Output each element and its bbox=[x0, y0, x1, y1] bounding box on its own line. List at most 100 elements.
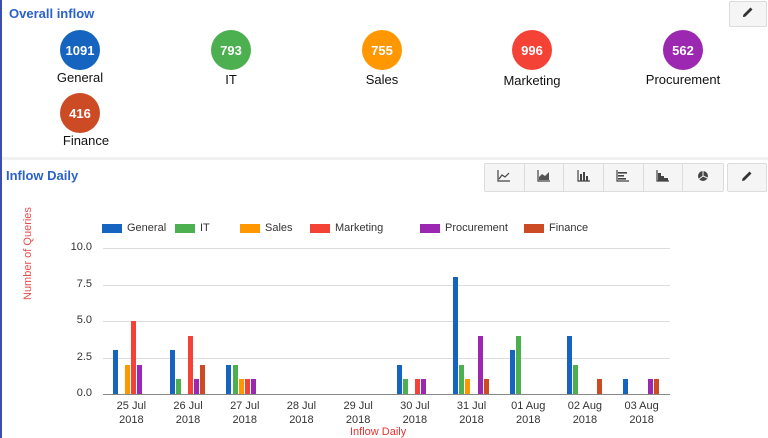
section-divider bbox=[2, 157, 768, 160]
x-axis-label: Inflow Daily bbox=[350, 426, 407, 438]
stepped-area-chart-icon bbox=[656, 169, 670, 187]
stepped-area-chart-button[interactable] bbox=[644, 164, 684, 191]
bar-finance[interactable] bbox=[200, 364, 206, 394]
y-tick-label: 5.0 bbox=[76, 314, 92, 326]
legend-label: Marketing bbox=[335, 222, 384, 234]
badge-marketing-count: 996 bbox=[512, 30, 552, 70]
badge-procurement-label: Procurement bbox=[645, 72, 721, 87]
bar-marketing[interactable] bbox=[131, 321, 137, 394]
bar-it[interactable] bbox=[175, 379, 181, 394]
x-tick-label: 31 Jul 2018 bbox=[456, 400, 487, 426]
y-tick-label: 2.5 bbox=[76, 350, 92, 363]
legend-item-marketing[interactable]: Marketing bbox=[310, 222, 383, 234]
pie-chart-button[interactable] bbox=[683, 164, 723, 191]
bar-procurement[interactable] bbox=[137, 364, 143, 394]
y-axis-label: Number of Queries bbox=[22, 207, 34, 300]
legend-item-general[interactable]: General bbox=[102, 222, 166, 234]
x-axis-line bbox=[103, 394, 670, 395]
bar-finance[interactable] bbox=[597, 379, 603, 394]
x-tick-label: 03 Aug 2018 bbox=[624, 400, 659, 426]
bar-finance[interactable] bbox=[653, 379, 659, 394]
pencil-icon bbox=[741, 169, 753, 187]
badge-sales-label: Sales bbox=[365, 72, 399, 87]
bar-general[interactable] bbox=[169, 350, 175, 394]
legend-swatch bbox=[175, 223, 195, 233]
bar-general[interactable] bbox=[566, 335, 572, 394]
chart-type-toolbar bbox=[484, 163, 725, 192]
bar-general[interactable] bbox=[509, 350, 515, 394]
legend-label: IT bbox=[200, 222, 210, 234]
gridline bbox=[103, 357, 670, 359]
column-chart-button[interactable] bbox=[564, 164, 605, 191]
line-chart-icon bbox=[497, 169, 511, 187]
inflow-daily-title: Inflow Daily bbox=[6, 168, 79, 183]
bar-it[interactable] bbox=[402, 379, 408, 394]
legend-label: Procurement bbox=[445, 222, 508, 234]
badge-general-count: 1091 bbox=[60, 30, 100, 70]
bar-procurement[interactable] bbox=[420, 379, 426, 394]
overall-inflow-title: Overall inflow bbox=[9, 6, 95, 21]
x-tick-label: 27 Jul 2018 bbox=[230, 400, 260, 426]
x-tick-label: 02 Aug 2018 bbox=[567, 400, 603, 426]
legend-swatch bbox=[240, 223, 260, 233]
bar-procurement[interactable] bbox=[250, 379, 256, 394]
bar-it[interactable] bbox=[572, 364, 578, 394]
bar-general[interactable] bbox=[453, 277, 459, 394]
area-chart-icon bbox=[537, 169, 551, 187]
badge-general-label: General bbox=[56, 70, 104, 85]
bar-chart-icon bbox=[616, 169, 630, 187]
legend-swatch bbox=[420, 223, 440, 233]
badge-procurement-count: 562 bbox=[663, 30, 703, 70]
legend-item-finance[interactable]: Finance bbox=[524, 222, 588, 234]
legend-swatch bbox=[102, 223, 122, 233]
x-tick-label: 25 Jul 2018 bbox=[116, 400, 147, 426]
legend-item-procurement[interactable]: Procurement bbox=[420, 222, 508, 234]
bar-it[interactable] bbox=[232, 364, 238, 394]
legend-item-sales[interactable]: Sales bbox=[240, 222, 293, 234]
badge-marketing-label: Marketing bbox=[503, 73, 561, 88]
legend-swatch bbox=[524, 223, 544, 233]
badge-finance-count: 416 bbox=[60, 93, 100, 133]
legend-label: Finance bbox=[549, 222, 589, 234]
legend-item-it[interactable]: IT bbox=[175, 222, 210, 234]
gridline bbox=[103, 248, 670, 249]
pie-chart-icon bbox=[697, 169, 709, 187]
bar-marketing[interactable] bbox=[414, 379, 420, 394]
badge-sales-count: 755 bbox=[362, 30, 402, 70]
legend-label: General bbox=[127, 222, 167, 234]
bar-general[interactable] bbox=[396, 364, 402, 394]
badge-finance-label: Finance bbox=[62, 133, 110, 148]
bar-it[interactable] bbox=[459, 364, 465, 394]
bar-procurement[interactable] bbox=[194, 379, 200, 394]
gridline bbox=[103, 321, 670, 322]
bar-chart-button[interactable] bbox=[604, 164, 644, 191]
bar-finance[interactable] bbox=[483, 379, 489, 394]
badge-it-label: IT bbox=[225, 72, 237, 87]
bar-sales[interactable] bbox=[238, 379, 244, 394]
x-tick-label: 29 Jul 2018 bbox=[343, 400, 373, 426]
bar-marketing[interactable] bbox=[244, 379, 250, 394]
legend-swatch bbox=[310, 223, 330, 233]
bar-general[interactable] bbox=[623, 379, 629, 394]
bar-marketing[interactable] bbox=[188, 335, 194, 394]
bar-general[interactable] bbox=[113, 350, 119, 394]
y-tick-label: 7.5 bbox=[76, 277, 92, 290]
bar-sales[interactable] bbox=[125, 364, 131, 394]
area-chart-button[interactable] bbox=[525, 164, 565, 191]
bar-procurement[interactable] bbox=[477, 335, 483, 394]
bar-sales[interactable] bbox=[465, 379, 471, 394]
bar-procurement[interactable] bbox=[647, 379, 653, 394]
x-tick-label: 01 Aug 2018 bbox=[511, 400, 546, 426]
y-tick-label: 0.0 bbox=[76, 387, 92, 399]
left-accent-border bbox=[0, 0, 2, 438]
overall-inflow-edit-button[interactable] bbox=[729, 1, 767, 27]
line-chart-button[interactable] bbox=[485, 164, 525, 191]
gridline bbox=[103, 284, 670, 286]
x-tick-label: 30 Jul 2018 bbox=[400, 400, 430, 426]
bar-general[interactable] bbox=[226, 364, 232, 394]
inflow-daily-edit-button[interactable] bbox=[727, 163, 767, 192]
legend-label: Sales bbox=[265, 222, 293, 234]
pencil-icon bbox=[742, 5, 754, 23]
bar-it[interactable] bbox=[516, 335, 522, 394]
badge-it-count: 793 bbox=[211, 30, 251, 70]
